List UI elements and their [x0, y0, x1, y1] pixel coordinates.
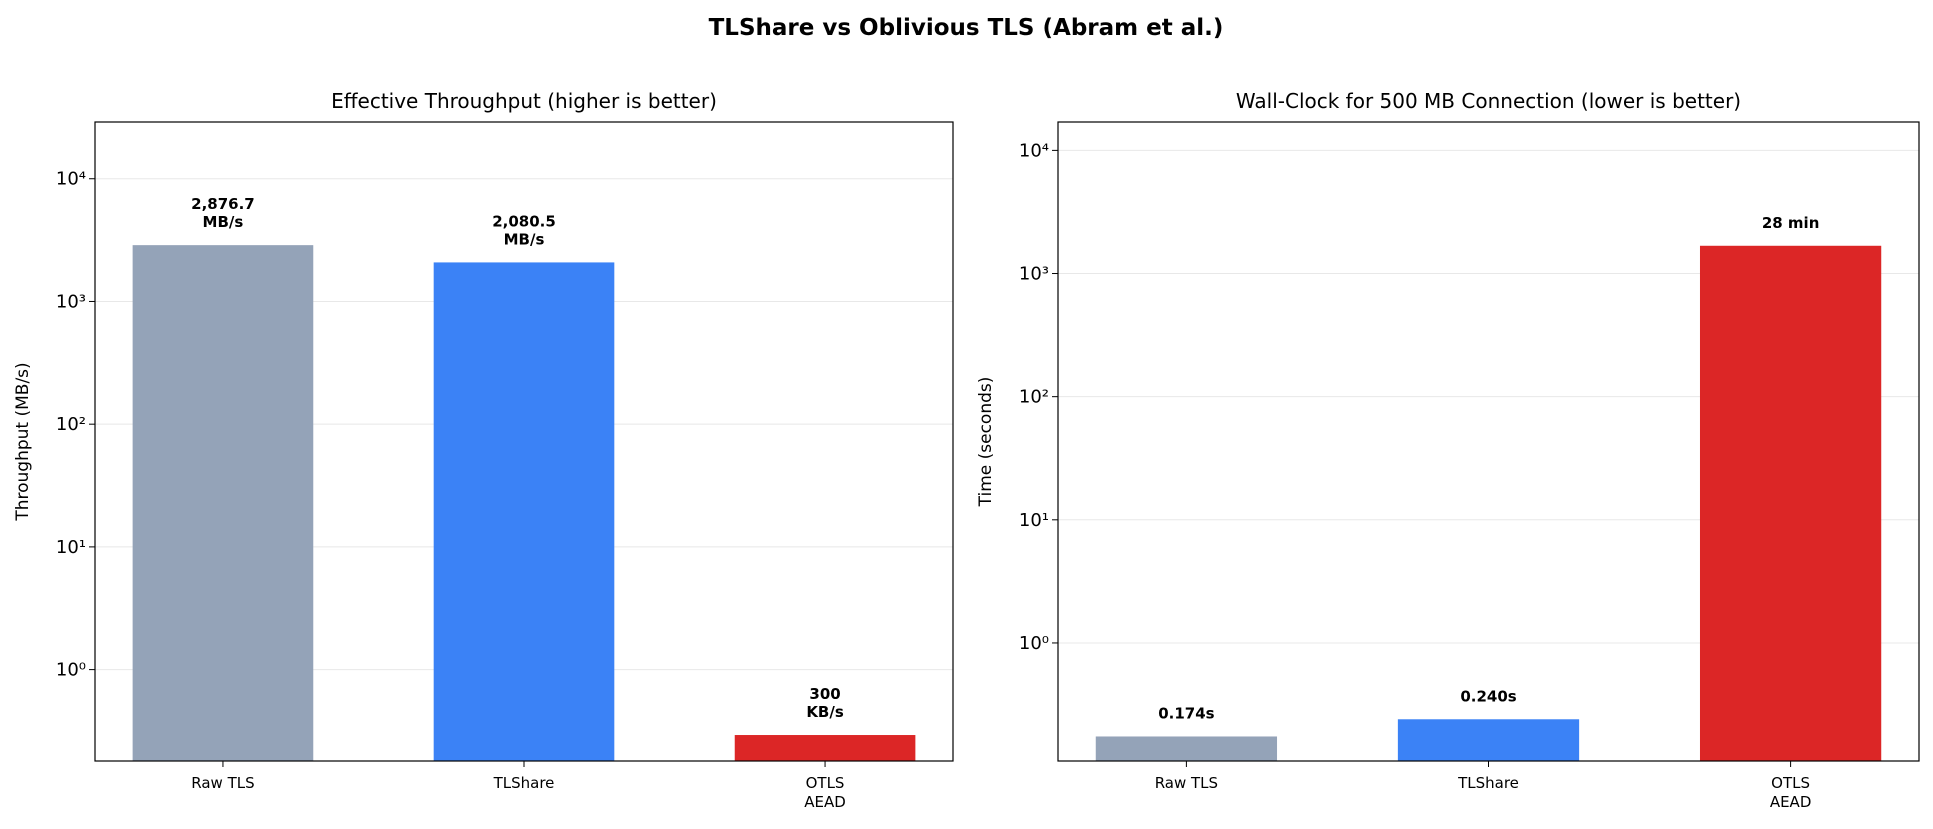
- y-tick-label: 10¹: [56, 537, 86, 558]
- bar: [433, 262, 615, 761]
- axis-title: Wall-Clock for 500 MB Connection (lower …: [1236, 89, 1741, 113]
- x-tick-label: Raw TLS: [191, 774, 254, 792]
- y-tick-label: 10²: [56, 414, 86, 435]
- y-tick-label: 10²: [1019, 387, 1049, 408]
- bar: [1095, 736, 1278, 761]
- y-tick-label: 10⁰: [56, 660, 86, 681]
- value-label: 0.174s: [1158, 704, 1214, 722]
- x-tick-label: OTLS AEAD: [1770, 774, 1812, 811]
- y-tick-label: 10⁰: [1019, 633, 1049, 654]
- value-label: 0.240s: [1460, 687, 1516, 705]
- y-tick-label: 10⁴: [1019, 140, 1049, 161]
- value-label: 2,080.5 MB/s: [492, 212, 556, 248]
- x-tick-label: TLShare: [493, 774, 555, 792]
- axes-frame: [1057, 121, 1920, 762]
- y-tick-label: 10⁴: [56, 169, 86, 190]
- y-axis-label: Throughput (MB/s): [13, 362, 33, 521]
- value-label: 28 min: [1762, 214, 1820, 232]
- bar: [132, 245, 314, 762]
- x-tick-label: OTLS AEAD: [804, 774, 846, 811]
- x-tick-label: Raw TLS: [1155, 774, 1218, 792]
- x-tick-label: TLShare: [1457, 774, 1519, 792]
- y-tick-label: 10³: [56, 291, 86, 312]
- y-axis-label: Time (seconds): [976, 377, 996, 508]
- bar: [734, 735, 916, 761]
- y-tick-label: 10¹: [1019, 510, 1049, 531]
- bar: [1699, 245, 1882, 762]
- axes-frame: [94, 121, 954, 762]
- figure-title: TLShare vs Oblivious TLS (Abram et al.): [709, 15, 1224, 41]
- y-tick-label: 10³: [1019, 264, 1049, 285]
- value-label: 2,876.7 MB/s: [191, 195, 255, 231]
- bar: [1397, 719, 1580, 761]
- axis-title: Effective Throughput (higher is better): [331, 89, 717, 113]
- value-label: 300 KB/s: [806, 685, 844, 721]
